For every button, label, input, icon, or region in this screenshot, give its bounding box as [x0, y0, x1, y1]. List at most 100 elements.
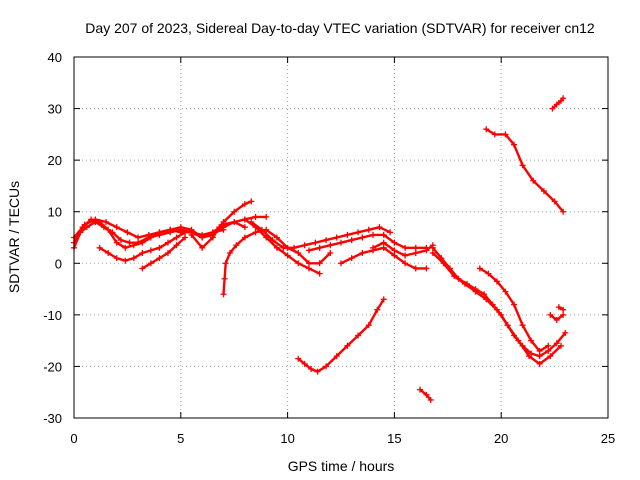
data-point — [273, 234, 280, 241]
x-axis-label: GPS time / hours — [288, 458, 395, 474]
data-point — [96, 244, 103, 251]
series-9 — [248, 219, 394, 251]
data-point — [344, 342, 351, 349]
data-point — [461, 280, 468, 287]
data-point — [122, 257, 129, 264]
data-point — [476, 265, 483, 272]
data-point — [216, 224, 223, 231]
data-point — [273, 244, 280, 251]
data-point — [221, 275, 228, 282]
series-20 — [547, 311, 567, 324]
series-10 — [305, 231, 430, 254]
data-point — [553, 101, 560, 108]
axis-ticks: 0 5 10 15 20 25 -30 -20 -10 0 10 20 30 40 — [43, 50, 615, 446]
data-point — [483, 126, 490, 133]
data-point — [536, 360, 543, 367]
data-point — [547, 353, 554, 360]
data-point — [248, 198, 255, 205]
data-point — [423, 391, 430, 398]
data-point — [252, 229, 259, 236]
data-point — [530, 177, 537, 184]
data-point — [113, 255, 120, 262]
series-line — [141, 236, 187, 270]
data-point — [511, 141, 518, 148]
data-point — [549, 105, 556, 112]
data-point — [188, 231, 195, 238]
data-point — [231, 219, 238, 226]
data-point — [491, 131, 498, 138]
data-point — [348, 237, 355, 244]
data-point — [545, 347, 552, 354]
data-point — [263, 213, 270, 220]
data-point — [316, 244, 323, 251]
data-point — [553, 340, 560, 347]
data-point — [113, 224, 120, 231]
data-series — [71, 95, 569, 403]
data-point — [472, 288, 479, 295]
series-21 — [555, 304, 567, 313]
data-point — [355, 332, 362, 339]
data-point — [117, 237, 124, 244]
y-tick-label: 10 — [48, 205, 62, 220]
data-point — [540, 188, 547, 195]
data-point — [545, 342, 552, 349]
data-point — [199, 234, 206, 241]
data-point — [333, 353, 340, 360]
data-point — [402, 260, 409, 267]
data-point — [560, 311, 567, 318]
x-tick-label: 5 — [177, 431, 184, 446]
data-point — [370, 244, 377, 251]
data-point — [323, 237, 330, 244]
data-point — [105, 249, 112, 256]
data-point — [269, 237, 276, 244]
data-point — [295, 260, 302, 267]
data-point — [547, 311, 554, 318]
data-point — [555, 304, 562, 311]
data-point — [301, 360, 308, 367]
data-point — [139, 265, 146, 272]
y-tick-label: -10 — [43, 308, 62, 323]
data-point — [380, 296, 387, 303]
data-point — [305, 265, 312, 272]
data-point — [164, 239, 171, 246]
data-point — [327, 242, 334, 249]
series-line — [190, 200, 253, 250]
data-point — [402, 252, 409, 259]
series-7 — [220, 226, 334, 298]
data-point — [560, 95, 567, 102]
series-line — [478, 267, 550, 353]
data-point — [338, 260, 344, 267]
data-point — [226, 249, 233, 256]
data-point — [122, 244, 129, 251]
data-point — [562, 329, 569, 336]
data-point — [308, 366, 315, 373]
data-point — [248, 219, 255, 226]
x-tick-label: 10 — [280, 431, 294, 446]
data-point — [124, 229, 131, 236]
data-point — [560, 306, 567, 313]
data-point — [440, 260, 447, 267]
data-point — [164, 249, 171, 256]
data-point — [380, 231, 387, 238]
data-point — [380, 244, 387, 251]
data-point — [528, 337, 535, 344]
series-line — [243, 218, 321, 275]
series-line — [551, 97, 565, 110]
data-point — [241, 234, 248, 241]
data-point — [417, 386, 424, 393]
data-point — [387, 229, 394, 236]
data-point — [156, 255, 163, 262]
data-point — [553, 317, 560, 324]
data-point — [483, 296, 490, 303]
data-point — [519, 322, 526, 329]
series-18 — [483, 126, 567, 215]
data-point — [502, 288, 509, 295]
data-point — [515, 337, 522, 344]
y-tick-label: 0 — [55, 256, 62, 271]
data-point — [391, 252, 398, 259]
data-point — [130, 255, 137, 262]
data-point — [316, 270, 323, 277]
data-point — [147, 247, 154, 254]
series-5 — [139, 234, 189, 272]
